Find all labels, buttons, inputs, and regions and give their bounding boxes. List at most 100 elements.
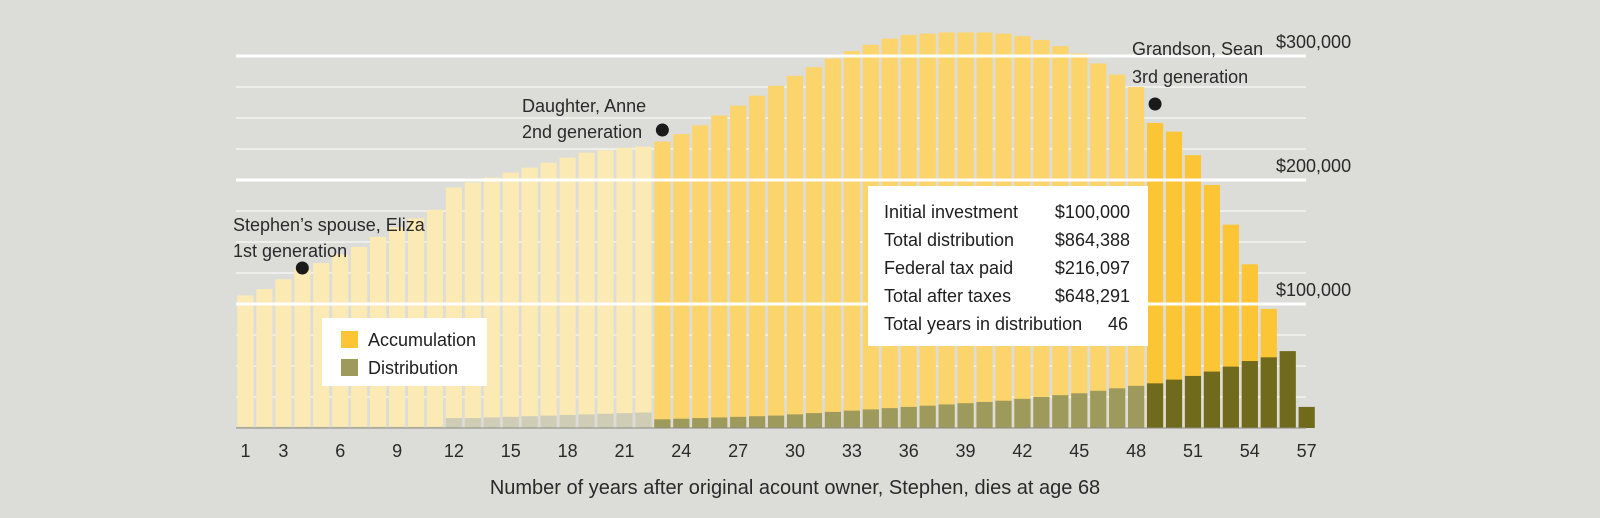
x-tick-label: 39: [956, 441, 976, 461]
bar-distribution-year-16: [521, 416, 538, 428]
x-tick-label: 1: [240, 441, 250, 461]
bar-accumulation-year-23: [654, 141, 671, 428]
bar-accumulation-year-20: [597, 150, 614, 429]
y-tick-label: $300,000: [1276, 32, 1351, 52]
x-tick-label: 36: [899, 441, 919, 461]
bar-distribution-year-44: [1052, 395, 1069, 428]
bar-accumulation-year-15: [502, 172, 519, 428]
annotation-marker: [655, 123, 669, 137]
x-tick-label: 27: [728, 441, 748, 461]
summary-label: Total distribution: [884, 230, 1014, 250]
bar-distribution-year-25: [692, 418, 709, 428]
bar-distribution-year-22: [635, 412, 652, 428]
bar-distribution-year-18: [559, 414, 576, 428]
annotation-text: 2nd generation: [522, 122, 642, 142]
bar-accumulation-year-50: [1165, 131, 1183, 428]
bar-distribution-year-24: [673, 418, 690, 428]
bar-accumulation-year-28: [749, 95, 766, 429]
bar-accumulation-year-30: [786, 75, 804, 428]
y-tick-label: $200,000: [1276, 156, 1351, 176]
bar-distribution-year-36: [900, 406, 917, 428]
bar-distribution-year-2: [256, 426, 273, 428]
x-tick-label: 54: [1240, 441, 1260, 461]
bar-accumulation-year-27: [730, 105, 747, 428]
x-tick-label: 51: [1183, 441, 1203, 461]
x-tick-label: 6: [335, 441, 345, 461]
bar-accumulation-year-19: [578, 152, 595, 428]
bar-distribution-year-27: [730, 416, 747, 428]
x-axis-ticks: 1 3 6 9 12 15 18 21 24 27 30 33 36 39 42 45 48 51 54 57: [240, 441, 1316, 461]
summary-label: Total after taxes: [884, 286, 1011, 306]
bar-accumulation-year-12: [445, 187, 463, 428]
bar-accumulation-year-3: [275, 279, 292, 428]
y-tick-label: $100,000: [1276, 280, 1351, 300]
bar-accumulation-year-49: [1146, 122, 1164, 429]
x-tick-label: 15: [501, 441, 521, 461]
bar-accumulation-year-22: [635, 146, 652, 428]
bar-accumulation-year-52: [1203, 184, 1221, 428]
bar-accumulation-year-25: [692, 125, 709, 428]
bar-accumulation-year-32: [824, 58, 842, 428]
bar-accumulation-year-18: [559, 157, 576, 428]
annotation-text: Grandson, Sean: [1132, 39, 1263, 59]
bar-distribution-year-46: [1090, 390, 1107, 428]
bar-distribution-year-11: [426, 426, 444, 428]
bar-distribution-year-37: [919, 405, 936, 428]
annotation-text: 3rd generation: [1132, 67, 1248, 87]
bar-distribution-year-8: [370, 426, 387, 428]
annotations: Stephen’s spouse, Eliza 1st generation Dau…: [233, 39, 1263, 275]
x-tick-label: 3: [278, 441, 288, 461]
legend-label-distribution: Distribution: [368, 358, 458, 378]
bar-distribution-year-38: [938, 404, 955, 428]
x-tick-label: 57: [1297, 441, 1317, 461]
summary-value: 46: [1108, 314, 1128, 334]
annotation-text: 1st generation: [233, 241, 347, 261]
summary-label: Initial investment: [884, 202, 1018, 222]
bar-accumulation-year-17: [540, 162, 557, 428]
bar-distribution-year-1: [237, 426, 254, 428]
bar-accumulation-year-31: [805, 67, 823, 428]
bar-distribution-year-5: [313, 426, 330, 428]
bar-accumulation-year-29: [767, 85, 785, 428]
bar-accumulation-year-4: [294, 269, 311, 428]
bar-distribution-year-4: [294, 426, 311, 428]
summary-value: $100,000: [1055, 202, 1130, 222]
legend-label-accumulation: Accumulation: [368, 330, 476, 350]
summary-value: $216,097: [1055, 258, 1130, 278]
legend-swatch-accumulation: [341, 331, 358, 348]
bar-distribution-year-48: [1128, 385, 1145, 428]
bar-distribution-year-12: [445, 418, 463, 428]
legend: Accumulation Distribution: [322, 318, 487, 386]
x-axis-title: Number of years after original acount ow…: [490, 477, 1100, 499]
bar-distribution-year-54: [1241, 361, 1258, 428]
bar-distribution-year-47: [1109, 388, 1126, 428]
x-tick-label: 24: [671, 441, 691, 461]
bar-distribution-year-33: [843, 410, 860, 428]
bar-accumulation-year-2: [256, 289, 273, 428]
bar-distribution-year-32: [824, 411, 842, 428]
x-tick-label: 21: [614, 441, 634, 461]
summary-value: $648,291: [1055, 286, 1130, 306]
x-tick-label: 9: [392, 441, 402, 461]
bar-distribution-year-57: [1298, 406, 1315, 428]
bar-distribution-year-53: [1222, 366, 1239, 428]
legend-swatch-distribution: [341, 359, 358, 376]
bar-distribution-year-30: [786, 414, 804, 428]
bar-distribution-year-50: [1165, 379, 1183, 428]
bar-distribution-year-9: [388, 426, 406, 428]
summary-box: Initial investment $100,000 Total distri…: [868, 186, 1148, 346]
x-tick-label: 33: [842, 441, 862, 461]
bar-accumulation-year-24: [673, 134, 690, 428]
summary-label: Total years in distribution: [884, 314, 1082, 334]
bar-distribution-year-55: [1260, 357, 1277, 428]
bar-distribution-year-28: [749, 416, 766, 428]
bar-distribution-year-21: [616, 413, 633, 428]
bar-distribution-year-56: [1279, 351, 1296, 428]
bar-distribution-year-7: [351, 426, 368, 428]
bar-distribution-year-10: [407, 426, 425, 428]
bar-accumulation-year-16: [521, 167, 538, 428]
bar-distribution-year-17: [540, 415, 557, 428]
bar-accumulation-year-26: [711, 115, 728, 429]
bar-distribution-year-13: [464, 418, 481, 428]
